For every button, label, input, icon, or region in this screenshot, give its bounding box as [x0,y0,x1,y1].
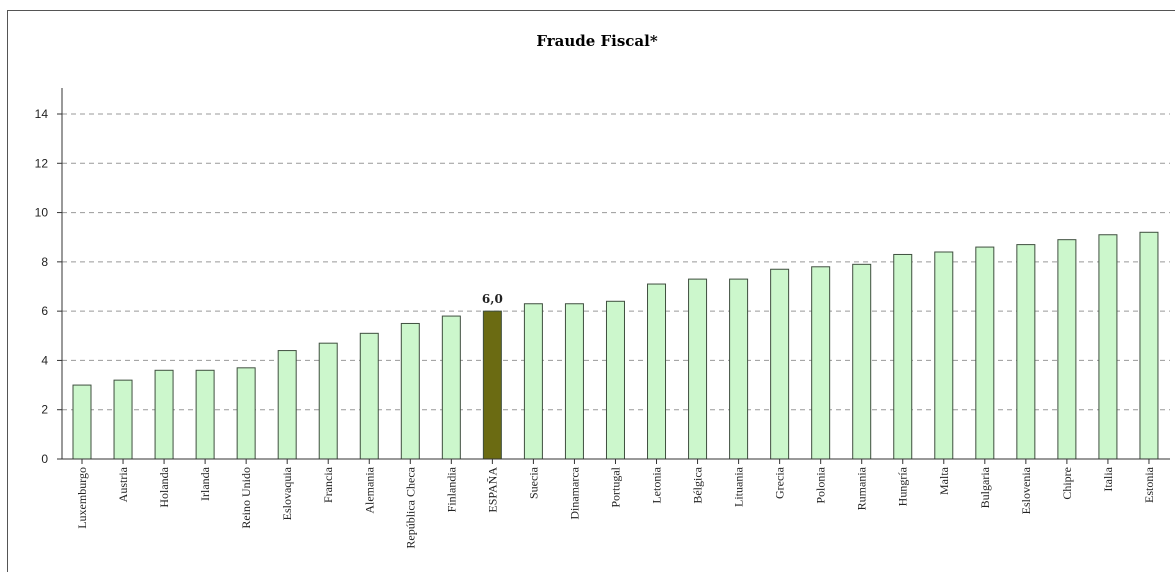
bar-1 [113,379,133,460]
bar-19 [852,263,872,460]
bar-23 [1016,244,1036,460]
y-tick-label: 2 [41,403,48,417]
bar-16 [729,278,749,460]
y-tick-label: 4 [41,353,48,367]
x-tick-label: Bulgaria [978,466,992,508]
bar-12 [564,303,584,460]
bar-26 [1139,231,1159,460]
x-tick-label: Hungría [896,466,910,506]
x-tick-label: Luxemburgo [75,467,89,529]
bars: 6,0 [72,231,1159,460]
x-tick-label: Eslovaquia [280,466,294,520]
x-tick-label: Eslovenia [1019,466,1033,514]
y-tick-label: 6 [41,304,48,318]
bar-10 [482,310,502,460]
bar-18 [811,266,831,460]
bar-4 [236,367,256,460]
bar-24 [1057,239,1077,460]
y-axis-ticks: 0 2 4 6 8 10 12 14 [35,107,62,466]
x-tick-label: Polonia [814,466,828,503]
x-tick-label: Lituania [732,466,746,507]
bar-17 [770,268,790,460]
x-axis-ticks: Luxemburgo Austria Holanda Irlanda Reino Uni… [75,459,1156,549]
bar-11 [523,303,543,460]
bar-6 [318,342,338,460]
bar-9 [441,315,461,460]
bar-14 [647,283,667,460]
x-tick-label: República Checa [403,466,417,548]
data-label-espana: 6,0 [482,292,503,306]
y-tick-label: 14 [35,107,49,121]
x-tick-label: Bélgica [691,466,705,503]
x-tick-label: Italia [1101,466,1115,491]
bar-5 [277,350,297,460]
x-tick-label: Austria [116,466,130,502]
y-tick-label: 8 [41,255,48,269]
y-tick-label: 0 [41,452,48,466]
y-tick-label: 10 [35,206,49,220]
bar-2 [154,369,174,460]
bar-22 [975,246,995,460]
bar-7 [359,332,379,460]
bar-25 [1098,234,1118,460]
x-tick-label: Irlanda [198,466,212,501]
bar-21 [934,251,954,460]
x-tick-label: Letonia [650,466,664,503]
x-tick-label: Finlandia [444,466,458,512]
x-tick-label: Francia [321,466,335,503]
x-tick-label: Rumania [855,466,869,510]
chart-frame [7,10,1175,572]
x-tick-label: Chipre [1060,467,1074,500]
x-tick-label: Grecia [773,466,787,499]
x-tick-label: Portugal [608,466,622,507]
bar-13 [605,300,625,460]
x-tick-label: ESPAÑA [485,467,499,513]
x-tick-label: Reino Unido [239,467,253,529]
x-tick-label: Malta [937,466,951,495]
bar-0 [72,384,92,460]
x-tick-label: Dinamarca [567,466,581,519]
chart-title: Fraude Fiscal* [536,32,658,50]
bar-20 [893,253,913,460]
bar-8 [400,322,420,460]
x-tick-label: Alemania [362,466,376,513]
bar-15 [688,278,708,460]
y-tick-label: 12 [35,156,49,170]
x-tick-label: Suecia [526,466,540,499]
x-tick-label: Estonia [1142,466,1156,503]
bar-3 [195,369,215,460]
x-tick-label: Holanda [157,466,171,507]
